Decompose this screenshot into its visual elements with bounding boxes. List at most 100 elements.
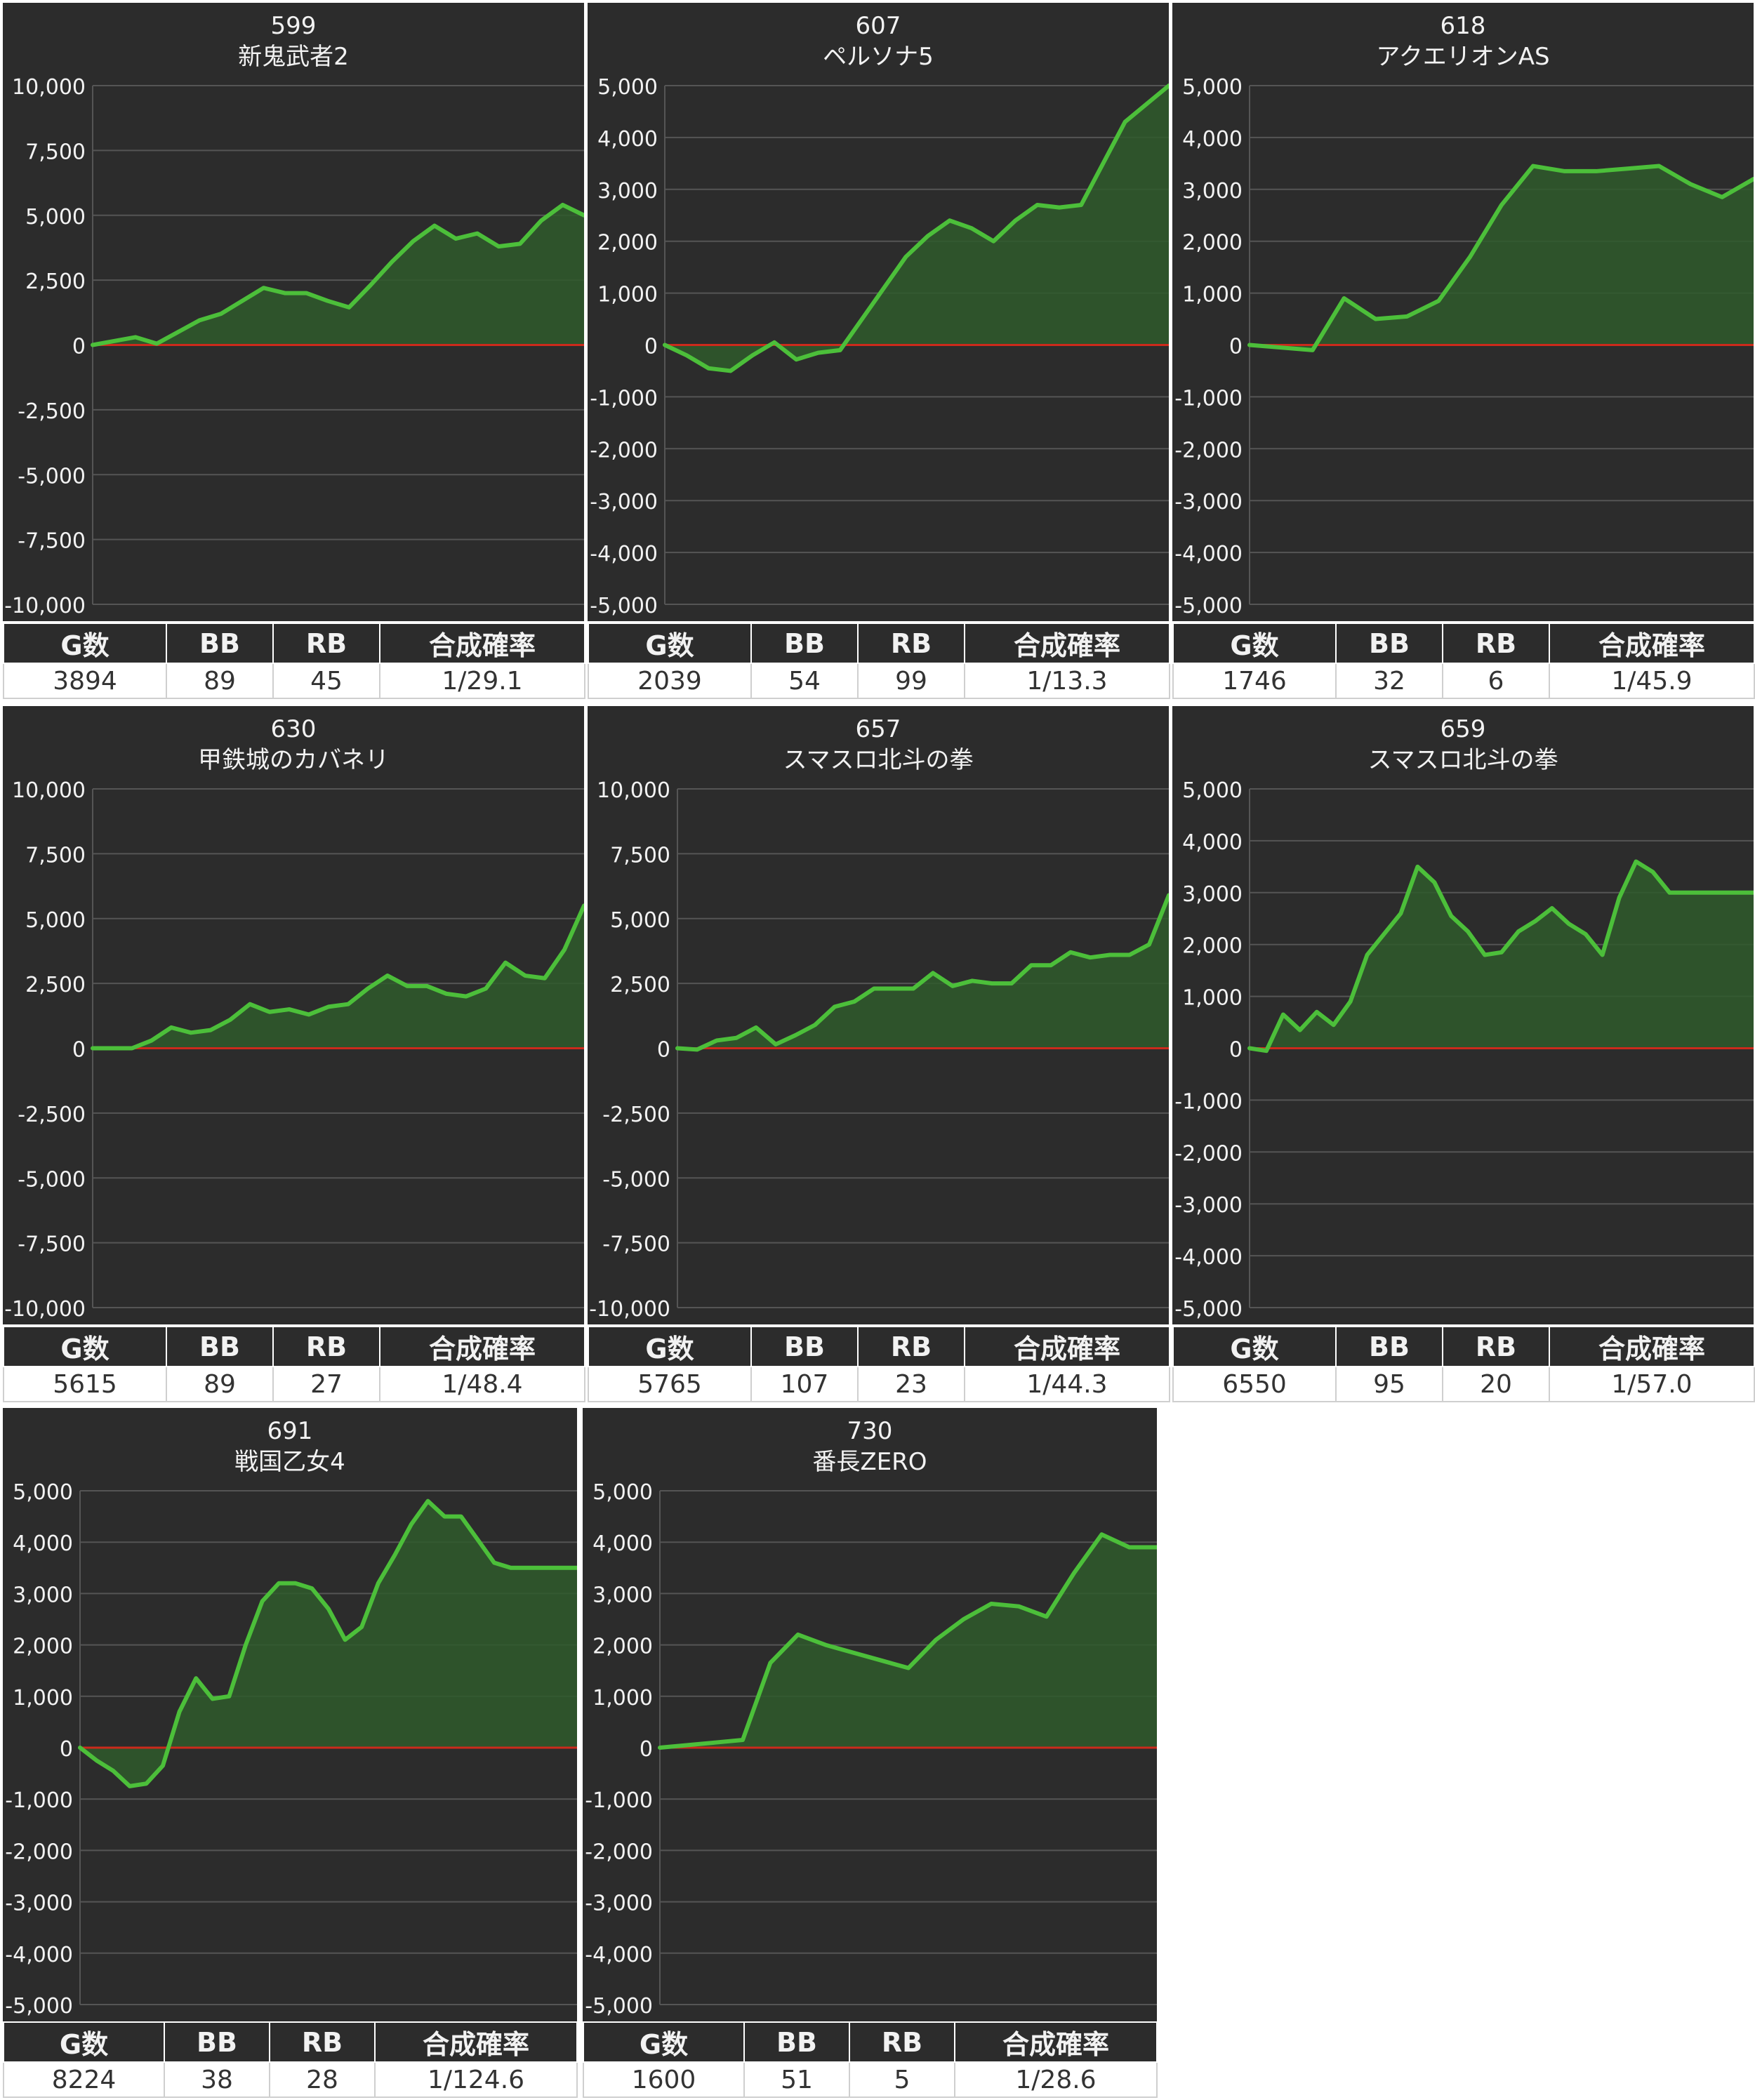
header-rb: RB	[1442, 623, 1550, 664]
y-tick-label: -1,000	[1174, 386, 1243, 411]
combined-prob-value: 1/28.6	[954, 2061, 1158, 2098]
combined-prob-value: 1/45.9	[1549, 663, 1755, 699]
y-tick-label: 4,000	[13, 1531, 73, 1556]
y-tick-label: -4,000	[590, 542, 658, 566]
chart-panel-657: 657 スマスロ北斗の拳 10,000 7,500 5,000 2,500 0 -2,500 -…	[588, 706, 1169, 1324]
games-value: 8224	[3, 2061, 165, 2098]
stats-table: G数 BB RB 合成確率 6550 95 20 1/57.0	[1172, 1326, 1755, 1402]
y-tick-label: -4,000	[585, 1943, 653, 1967]
y-tick-label: -2,000	[5, 1840, 73, 1864]
series-line	[675, 893, 1169, 1052]
y-tick-label: 3,000	[13, 1583, 73, 1607]
chart-panel-599: 599 新鬼武者2 10,000 7,500 5,000 2,500 0 -2,500 -5,0…	[3, 3, 584, 621]
chart-panel-730: 730 番長ZERO 5,000 4,000 3,000 2,000 1,000 0 -1,00…	[583, 1408, 1157, 2021]
y-tick-label: 2,000	[592, 1635, 653, 1659]
games-value: 5615	[3, 1366, 167, 1402]
games-value: 6550	[1172, 1366, 1337, 1402]
combined-prob-value: 1/57.0	[1549, 1366, 1755, 1402]
y-tick-label: 10,000	[12, 75, 86, 100]
y-tick-label: -2,000	[1174, 1141, 1243, 1166]
bb-value: 89	[166, 663, 274, 699]
bb-value: 107	[750, 1366, 859, 1402]
header-rb: RB	[272, 1326, 380, 1367]
y-tick-label: 2,500	[610, 973, 670, 997]
header-bb: BB	[750, 623, 859, 664]
y-tick-label: -10,000	[4, 1297, 86, 1322]
y-tick-label: -5,000	[1174, 1297, 1243, 1322]
machine-number: 630	[271, 715, 317, 743]
series-line	[1247, 164, 1754, 352]
y-tick-label: 4,000	[592, 1531, 653, 1556]
y-tick-label: 2,000	[13, 1635, 73, 1659]
header-rb: RB	[269, 2021, 376, 2063]
series-line	[91, 903, 584, 1051]
games-value: 1600	[583, 2061, 745, 2098]
header-bb: BB	[166, 1326, 274, 1367]
header-rb: RB	[857, 623, 965, 664]
chart-svg: 730 番長ZERO 5,000 4,000 3,000 2,000 1,000 0 -1,00…	[585, 1417, 1157, 2019]
rb-value: 23	[857, 1366, 965, 1402]
y-tick-label: 4,000	[1182, 830, 1243, 855]
chart-panel-691: 691 戦国乙女4 5,000 4,000 3,000 2,000 1,000 0 -1,000…	[3, 1408, 577, 2021]
header-games: G数	[583, 2021, 745, 2063]
stats-table: G数 BB RB 合成確率 8224 38 28 1/124.6	[3, 2021, 578, 2098]
y-tick-label: 0	[60, 1737, 73, 1762]
y-tick-label: -2,000	[585, 1840, 653, 1864]
series-line	[91, 202, 584, 347]
bb-value: 95	[1335, 1366, 1443, 1402]
y-tick-label: 3,000	[592, 1583, 653, 1607]
chart-title: スマスロ北斗の拳	[1368, 746, 1558, 774]
chart-panel-607: 607 ペルソナ5 5,000 4,000 3,000 2,000 1,000 0 -1,000…	[588, 3, 1169, 621]
header-bb: BB	[743, 2021, 850, 2063]
y-tick-label: -4,000	[1174, 1245, 1243, 1270]
combined-prob-value: 1/29.1	[379, 663, 585, 699]
chart-title: アクエリオンAS	[1376, 43, 1549, 71]
chart-panel-659: 659 スマスロ北斗の拳 5,000 4,000 3,000 2,000 1,000 0 -1,…	[1172, 706, 1754, 1324]
header-bb: BB	[1335, 1326, 1443, 1367]
chart-svg: 691 戦国乙女4 5,000 4,000 3,000 2,000 1,000 0 -1,000…	[5, 1417, 577, 2019]
combined-prob-value: 1/48.4	[379, 1366, 585, 1402]
y-tick-label: -5,000	[602, 1167, 670, 1192]
y-tick-label: 10,000	[597, 778, 670, 803]
y-tick-label: 5,000	[13, 1480, 73, 1505]
y-tick-label: -2,000	[590, 438, 658, 463]
area-fill	[80, 1501, 577, 1786]
y-tick-label: -2,500	[18, 399, 86, 424]
y-tick-label: 4,000	[1182, 127, 1243, 152]
y-tick-label: 2,000	[597, 231, 658, 255]
y-tick-label: -3,000	[585, 1892, 653, 1916]
games-value: 2039	[588, 663, 752, 699]
y-tick-label: 1,000	[1182, 986, 1243, 1011]
area-fill	[665, 86, 1169, 371]
y-tick-label: 0	[72, 1038, 86, 1063]
y-tick-label: -3,000	[1174, 490, 1243, 514]
machine-number: 599	[271, 12, 317, 40]
y-tick-label: -5,000	[18, 1167, 86, 1192]
y-tick-label: -1,000	[590, 386, 658, 411]
header-combined-prob: 合成確率	[1549, 1326, 1755, 1367]
y-tick-label: -5,000	[18, 464, 86, 489]
y-tick-label: 5,000	[592, 1480, 653, 1505]
series-line	[1247, 859, 1754, 1054]
y-tick-label: -10,000	[4, 594, 86, 618]
y-tick-label: -7,500	[602, 1232, 670, 1257]
stats-table: G数 BB RB 合成確率 1600 51 5 1/28.6	[583, 2021, 1158, 2098]
header-combined-prob: 合成確率	[964, 1326, 1170, 1367]
chart-svg: 599 新鬼武者2 10,000 7,500 5,000 2,500 0 -2,500 -5,0…	[4, 12, 584, 618]
chart-title: ペルソナ5	[823, 43, 934, 71]
y-tick-label: -3,000	[590, 490, 658, 514]
machine-number: 618	[1441, 12, 1486, 40]
header-combined-prob: 合成確率	[964, 623, 1170, 664]
chart-panel-630: 630 甲鉄城のカバネリ 10,000 7,500 5,000 2,500 0 -2,500 -…	[3, 706, 584, 1324]
area-fill	[677, 895, 1169, 1050]
header-combined-prob: 合成確率	[379, 1326, 585, 1367]
machine-number: 607	[856, 12, 901, 40]
stats-table: G数 BB RB 合成確率 3894 89 45 1/29.1	[3, 623, 585, 699]
y-tick-label: 5,000	[1182, 75, 1243, 100]
header-rb: RB	[272, 623, 380, 664]
y-tick-label: -5,000	[590, 594, 658, 618]
chart-svg: 659 スマスロ北斗の拳 5,000 4,000 3,000 2,000 1,000 0 -1,…	[1174, 715, 1754, 1322]
header-rb: RB	[849, 2021, 955, 2063]
header-combined-prob: 合成確率	[379, 623, 585, 664]
y-tick-label: -1,000	[5, 1788, 73, 1813]
